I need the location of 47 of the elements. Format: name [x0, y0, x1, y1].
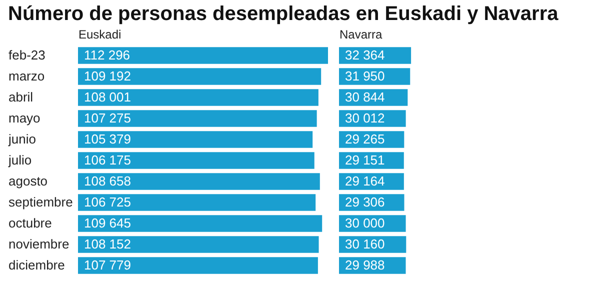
- data-label: 30 844: [345, 90, 385, 104]
- data-label: 107 779: [84, 258, 131, 272]
- data-label: 29 164: [345, 174, 385, 188]
- data-label: 108 001: [84, 90, 131, 104]
- bar: [78, 194, 316, 211]
- data-label: 108 658: [84, 174, 131, 188]
- data-label: 30 000: [345, 216, 385, 230]
- data-label: 109 192: [84, 68, 131, 84]
- data-label: 107 275: [84, 110, 131, 126]
- bar: [78, 110, 317, 127]
- bar: [78, 89, 318, 106]
- data-label: 106 175: [84, 152, 131, 168]
- bar: [78, 236, 319, 253]
- y-tick-label: marzo: [8, 68, 45, 84]
- data-label: 112 296: [84, 48, 130, 62]
- data-label: 29 265: [345, 132, 385, 146]
- y-tick-label: noviembre: [8, 236, 70, 252]
- chart-title: Número de personas desempleadas en Euskadi y Navarra: [8, 3, 560, 25]
- y-tick-label: abril: [8, 90, 34, 104]
- y-tick-label: julio: [8, 152, 32, 168]
- x-axis-title: Navarra: [340, 28, 383, 42]
- data-label: 30 012: [345, 110, 385, 126]
- y-tick-label: diciembre: [8, 258, 65, 272]
- y-tick-label: feb-23: [8, 48, 46, 62]
- data-label: 30 160: [345, 236, 385, 252]
- bar: [78, 173, 320, 190]
- y-tick-label: octubre: [8, 216, 52, 230]
- bar: [78, 68, 322, 85]
- data-label: 29 151: [345, 152, 385, 168]
- bar: [78, 131, 313, 148]
- y-tick-label: septiembre: [8, 194, 73, 210]
- y-tick-label: mayo: [8, 110, 40, 126]
- data-label: 29 306: [345, 194, 385, 210]
- bar: [78, 47, 328, 64]
- y-tick-label: junio: [8, 132, 36, 146]
- data-label: 29 988: [345, 258, 385, 272]
- bar: [78, 215, 322, 232]
- data-label: 31 950: [345, 68, 385, 84]
- bar: [78, 152, 314, 169]
- data-label: 32 364: [345, 48, 385, 62]
- data-label: 109 645: [84, 216, 131, 230]
- data-label: 106 725: [84, 194, 131, 210]
- data-label: 108 152: [84, 236, 131, 252]
- bar: [78, 257, 318, 274]
- data-label: 105 379: [84, 132, 131, 146]
- x-axis-title: Euskadi: [78, 28, 122, 42]
- y-tick-label: agosto: [8, 174, 48, 188]
